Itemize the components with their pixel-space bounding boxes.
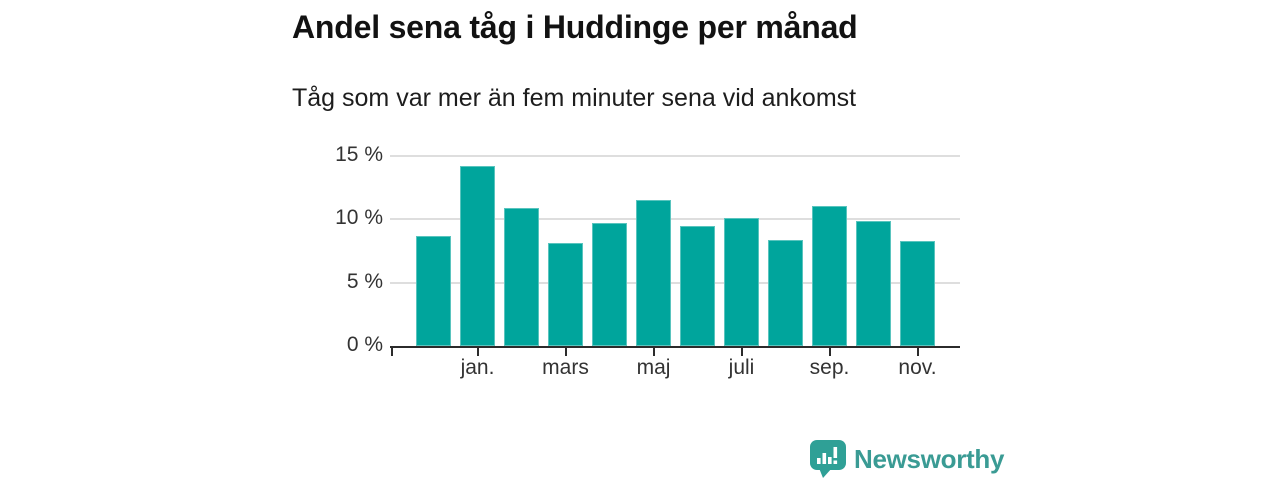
- x-axis-tick-label: nov.: [898, 356, 937, 379]
- bar-chart-speech-bubble-icon: [810, 440, 846, 478]
- bar: [548, 243, 583, 346]
- x-axis-tick: [476, 348, 479, 356]
- bar: [812, 205, 847, 346]
- chart-title: Andel sena tåg i Huddinge per månad: [292, 9, 858, 45]
- x-axis-tick: [828, 348, 831, 356]
- x-axis-line: [390, 346, 960, 348]
- x-axis-tick-label: maj: [636, 356, 671, 379]
- chart-subtitle: Tåg som var mer än fem minuter sena vid …: [292, 84, 857, 112]
- axis-start-tick: [391, 348, 393, 356]
- x-axis-tick: [652, 348, 655, 356]
- gridline: [390, 281, 960, 284]
- brand-name: Newsworthy: [854, 443, 1005, 474]
- bar: [900, 240, 935, 346]
- bar: [724, 218, 759, 346]
- y-axis-tick-label: 10 %: [335, 206, 383, 230]
- bar: [768, 239, 803, 346]
- gridline: [390, 218, 960, 221]
- bar: [460, 166, 495, 346]
- x-axis-tick-label: juli: [728, 356, 755, 379]
- bar: [680, 225, 715, 346]
- bar: [504, 208, 539, 346]
- bar: [856, 220, 891, 346]
- bar: [636, 200, 671, 346]
- y-axis-tick-label: 5 %: [346, 269, 383, 293]
- bar: [592, 223, 627, 346]
- plot-area: 0 % 5 % 10 % 15 % jan. mars maj juli sep. nov.: [335, 143, 960, 379]
- x-axis-tick: [916, 348, 919, 356]
- x-axis-tick-label: jan.: [460, 356, 495, 379]
- bar: [416, 235, 451, 346]
- x-axis-tick-label: mars: [542, 356, 589, 379]
- y-axis-tick-label: 0 %: [346, 333, 383, 356]
- gridline: [390, 155, 960, 158]
- x-axis-tick: [740, 348, 743, 356]
- x-axis-tick: [564, 348, 567, 356]
- x-axis-tick-label: sep.: [809, 356, 850, 379]
- newsworthy-logo[interactable]: Newsworthy: [810, 440, 1004, 478]
- y-axis-tick-label: 15 %: [335, 143, 383, 167]
